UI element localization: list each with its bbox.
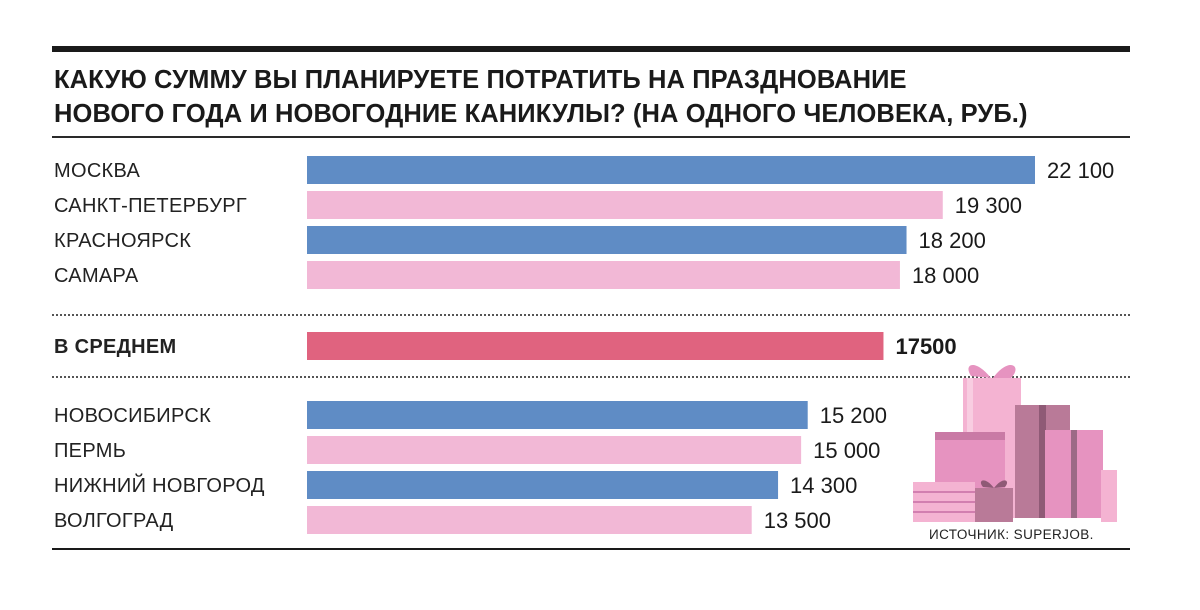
value-label: 22 100: [1047, 158, 1114, 183]
gift-bow: [968, 364, 1016, 378]
category-label: САНКТ-ПЕТЕРБУРГ: [54, 195, 247, 217]
top-rule: [52, 46, 1130, 52]
average-separator-top: [52, 314, 1130, 316]
category-label: САМАРА: [54, 265, 139, 287]
bottom-rule: [52, 548, 1130, 550]
category-label: КРАСНОЯРСК: [54, 230, 191, 252]
category-label: НИЖНИЙ НОВГОРОД: [54, 473, 265, 497]
value-label: 15 000: [813, 438, 880, 463]
bar: [307, 471, 779, 499]
category-label: ПЕРМЬ: [54, 440, 126, 462]
bar: [307, 506, 752, 534]
category-label: В СРЕДНЕМ: [54, 336, 177, 358]
bar: [307, 436, 802, 464]
value-label: 19 300: [955, 193, 1022, 218]
source-note: ИСТОЧНИК: SUPERJOB.: [929, 527, 1094, 542]
bar: [307, 191, 943, 219]
category-label: НОВОСИБИРСК: [54, 405, 211, 427]
value-label: 17500: [895, 334, 956, 359]
title-rule: [52, 136, 1130, 138]
gift-box-edge: [1101, 470, 1117, 522]
bar: [307, 226, 907, 254]
value-label: 18 200: [919, 228, 986, 253]
category-label: ВОЛГОГРАД: [54, 510, 174, 532]
gift-box-small: [975, 488, 1013, 522]
category-label: МОСКВА: [54, 160, 140, 182]
bar: [307, 401, 808, 429]
value-label: 13 500: [764, 508, 831, 533]
value-label: 15 200: [820, 403, 887, 428]
value-label: 18 000: [912, 263, 979, 288]
average-bar: [307, 332, 884, 360]
average-separator-bottom: [52, 376, 1130, 378]
value-label: 14 300: [790, 473, 857, 498]
gift-boxes-illustration: [913, 364, 1117, 522]
bar: [307, 261, 900, 289]
chart-title: КАКУЮ СУММУ ВЫ ПЛАНИРУЕТЕ ПОТРАТИТЬ НА П…: [54, 63, 1124, 131]
bar: [307, 156, 1035, 184]
chart-title-line-2: НОВОГО ГОДА И НОВОГОДНИЕ КАНИКУЛЫ? (НА О…: [54, 100, 1028, 128]
chart-title-line-1: КАКУЮ СУММУ ВЫ ПЛАНИРУЕТЕ ПОТРАТИТЬ НА П…: [54, 66, 907, 94]
